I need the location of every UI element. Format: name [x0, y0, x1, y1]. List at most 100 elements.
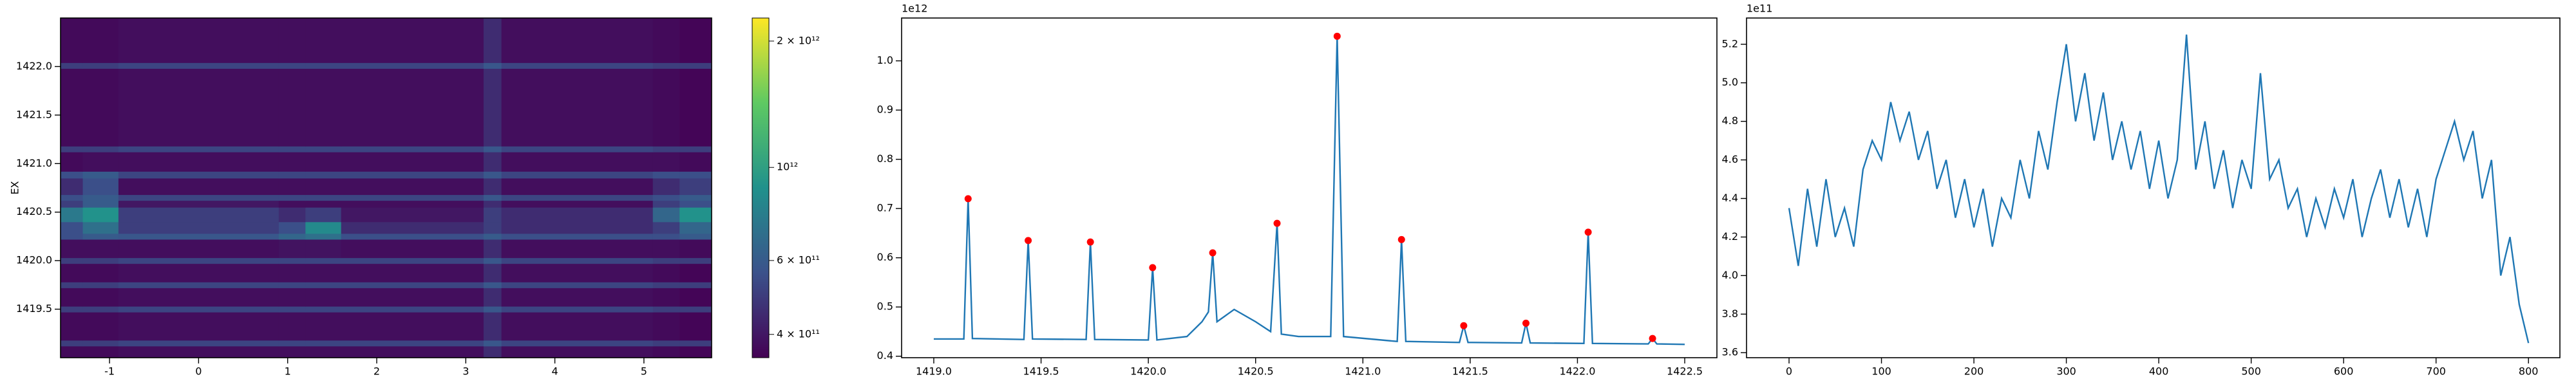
y-tick-label: 0.4: [877, 349, 893, 362]
peak-marker: [1149, 264, 1157, 271]
heatmap-cell: [305, 221, 342, 234]
y-tick-label: 3.6: [1722, 346, 1738, 358]
y-tick-label: 3.8: [1722, 308, 1738, 320]
heatmap-cell: [652, 18, 680, 63]
heatmap-cell: [341, 306, 484, 313]
x-tick-label: 2: [374, 365, 380, 378]
heatmap-cell: [61, 239, 84, 259]
y-tick-label: 5.2: [1722, 37, 1738, 50]
heatmap-cell: [679, 306, 712, 313]
heatmap-cell: [652, 239, 680, 259]
heatmap-cell: [118, 233, 279, 240]
peak-marker: [1333, 32, 1341, 40]
x-tick-label: 1420.5: [1238, 365, 1274, 378]
heatmap-cell: [118, 257, 279, 264]
heatmap-cell: [118, 68, 279, 147]
heatmap-cell: [82, 306, 119, 313]
y-tick-label: 1419.5: [16, 302, 52, 315]
heatmap-cell: [483, 18, 502, 63]
heatmap-cell: [61, 233, 84, 240]
heatmap-cell: [679, 221, 712, 234]
heatmap-cell: [483, 263, 502, 282]
heatmap-cell: [61, 152, 84, 172]
x-tick-label: 200: [1964, 365, 1984, 378]
heatmap-cell: [278, 288, 306, 307]
x-tick-label: 500: [2241, 365, 2261, 378]
heatmap-cell: [341, 233, 484, 240]
heatmap-cell: [61, 146, 84, 152]
heatmap-cell: [341, 146, 484, 152]
heatmap-cell: [118, 288, 279, 307]
heatmap-cell: [278, 207, 306, 223]
x-tick-label: 800: [2519, 365, 2539, 378]
heatmap-cell: [341, 207, 484, 223]
heatmap-cell: [341, 288, 484, 307]
heatmap-cell: [118, 171, 279, 179]
y-tick-label: 1421.5: [16, 108, 52, 120]
heatmap-cell: [679, 200, 712, 208]
heatmap-cell: [501, 18, 654, 63]
y-tick-label: 1420.0: [16, 254, 52, 266]
heatmap-cell: [61, 62, 84, 69]
heatmap-cell: [501, 221, 654, 234]
heatmap-cell: [679, 68, 712, 147]
heatmap-cell: [82, 207, 119, 223]
heatmap-cell: [483, 68, 502, 147]
heatmap-cell: [61, 340, 84, 347]
heatmap-cell: [82, 340, 119, 347]
heatmap-cell: [679, 62, 712, 69]
heatmap-cell: [652, 62, 680, 69]
heatmap-cell: [652, 340, 680, 347]
heatmap-cell: [341, 257, 484, 264]
heatmap-cell: [118, 207, 279, 223]
heatmap-cell: [652, 257, 680, 264]
heatmap-cell: [652, 171, 680, 179]
heatmap-cell: [341, 62, 484, 69]
y-tick-label: 1.0: [877, 54, 893, 66]
heatmap-cell: [679, 312, 712, 341]
heatmap-cell: [278, 282, 306, 288]
heatmap-cell: [82, 200, 119, 208]
heatmap-cell: [82, 171, 119, 179]
colorbar-tick-label: 4 × 10¹¹: [777, 327, 820, 340]
heatmap-cell: [118, 282, 279, 288]
heatmap-cell: [652, 194, 680, 201]
axes: [1788, 34, 2530, 344]
heatmap-cell: [82, 257, 119, 264]
x-tick-label: 1421.0: [1345, 365, 1381, 378]
heatmap-cell: [118, 152, 279, 172]
heatmap-cell: [652, 207, 680, 223]
y-tick-label: 1421.0: [16, 157, 52, 169]
heatmap-cell: [305, 68, 342, 147]
heatmap-cell: [341, 194, 484, 201]
heatmap-cell: [278, 239, 306, 259]
heatmap-cell: [118, 146, 279, 152]
heatmap-cell: [82, 178, 119, 196]
peak-marker: [1584, 228, 1592, 236]
heatmap-cell: [652, 288, 680, 307]
heatmap-cell: [341, 282, 484, 288]
heatmap-cell: [501, 233, 654, 240]
peak-marker: [1025, 237, 1032, 244]
heatmap-cell: [305, 233, 342, 240]
heatmap-cell: [483, 312, 502, 341]
y-tick-label: 0.7: [877, 202, 893, 214]
heatmap-cell: [501, 178, 654, 196]
peak-marker: [1460, 322, 1468, 329]
heatmap-cell: [278, 340, 306, 347]
heatmap-cell: [652, 233, 680, 240]
axes: [61, 18, 712, 358]
heatmap-cell: [679, 233, 712, 240]
peak-marker: [964, 195, 972, 203]
axes-frame: [901, 17, 1718, 358]
heatmap-cell: [483, 257, 502, 264]
heatmap-cell: [501, 239, 654, 259]
colorbar: [752, 17, 770, 358]
heatmap-cell: [305, 263, 342, 282]
heatmap-cell: [501, 68, 654, 147]
heatmap-cell: [82, 194, 119, 201]
heatmap-cell: [501, 207, 654, 223]
y-tick-label: 4.6: [1722, 153, 1738, 165]
heatmap-cell: [61, 263, 84, 282]
heatmap-cell: [652, 68, 680, 147]
